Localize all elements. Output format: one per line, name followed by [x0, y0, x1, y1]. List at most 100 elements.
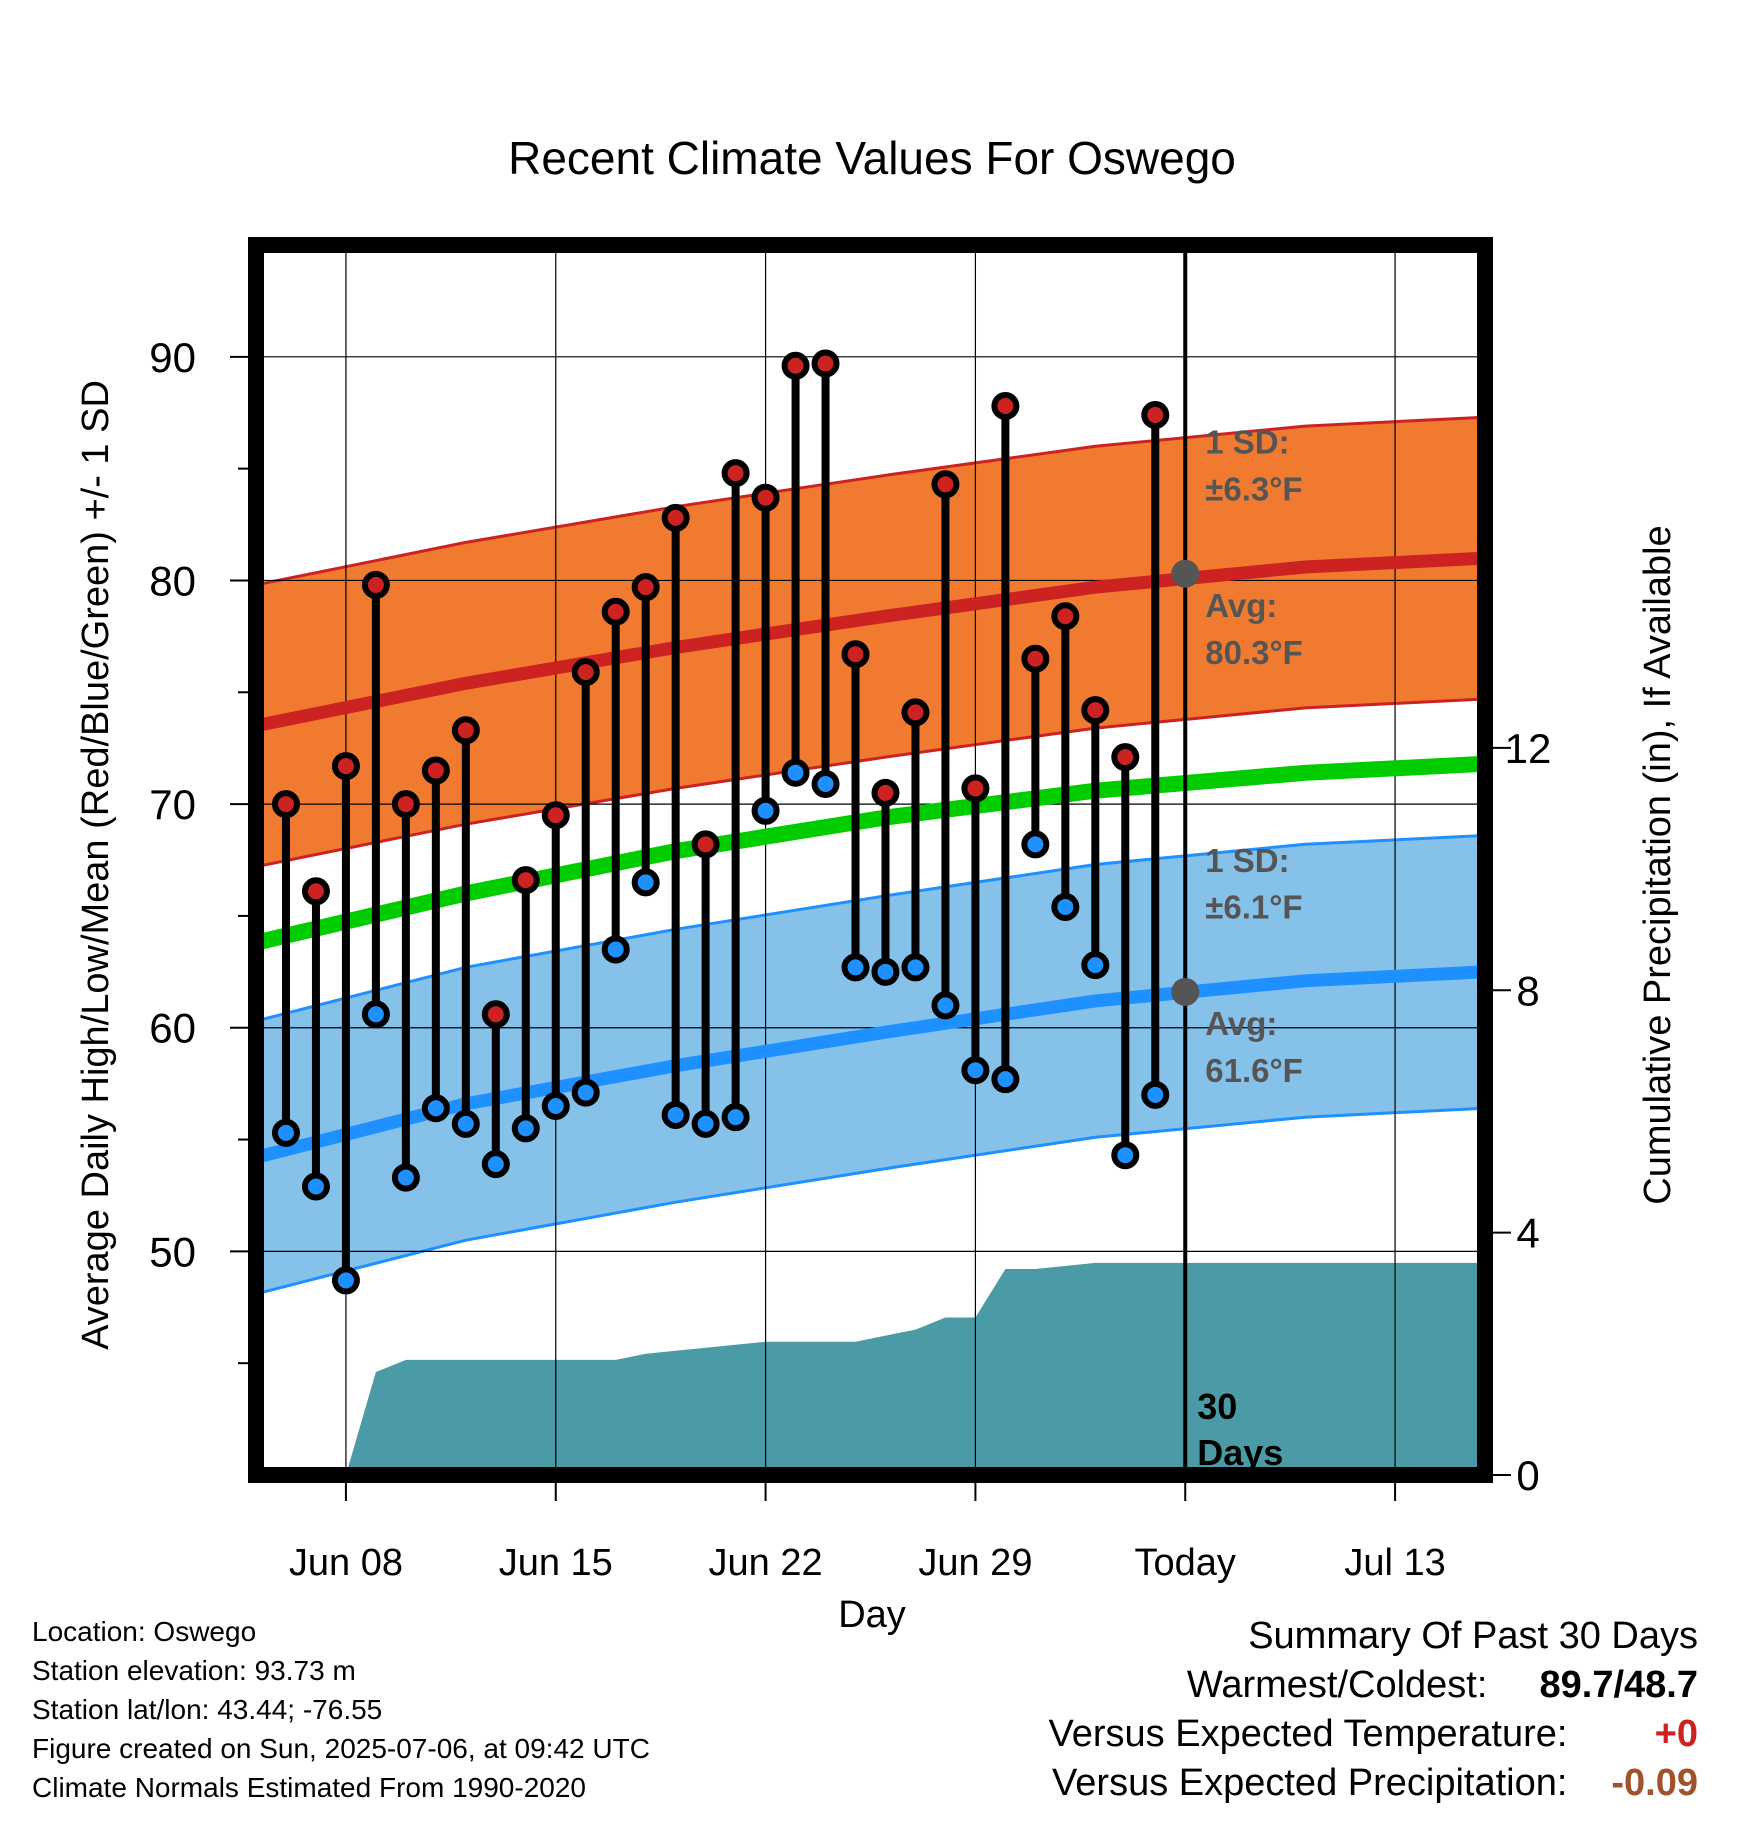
daily-high-point	[511, 866, 540, 895]
daily-high-point	[691, 830, 720, 859]
daily-high-point	[1021, 644, 1050, 673]
daily-low-point	[991, 1065, 1020, 1094]
low-sd-value: ±6.1°F	[1205, 889, 1302, 926]
daily-low-point	[721, 1103, 750, 1132]
daily-low-point	[931, 991, 960, 1020]
days-count-label: 30	[1197, 1386, 1237, 1427]
summary-precip-label: Versus Expected Precipitation:	[1052, 1762, 1568, 1804]
high-sd-label: 1 SD:	[1205, 424, 1289, 461]
daily-low-point	[631, 868, 660, 897]
daily-low-point	[1081, 951, 1110, 980]
daily-high-point	[841, 640, 870, 669]
daily-high-point	[631, 573, 660, 602]
summary-warm-cold-value: 89.7/48.7	[1539, 1664, 1698, 1706]
summary-temp-row: Versus Expected Temperature: +0	[1049, 1710, 1698, 1759]
summary-temp-value: +0	[1654, 1713, 1698, 1755]
daily-low-point	[901, 953, 930, 982]
daily-low-point	[451, 1109, 480, 1138]
summary-panel: Summary Of Past 30 Days Warmest/Coldest:…	[1049, 1612, 1698, 1808]
daily-low-point	[811, 769, 840, 798]
daily-high-point	[481, 1000, 510, 1029]
daily-low-point	[841, 953, 870, 982]
high-sd-value: ±6.3°F	[1205, 471, 1302, 508]
y-tick-label: 50	[149, 1228, 196, 1275]
y2-tick-label: 12	[1505, 725, 1552, 772]
daily-high-point	[421, 756, 450, 785]
daily-low-point	[541, 1092, 570, 1120]
daily-low-point	[481, 1150, 510, 1179]
low-avg-value: 61.6°F	[1205, 1052, 1303, 1089]
daily-low-point	[871, 957, 900, 986]
y2-tick-label: 0	[1516, 1452, 1539, 1499]
daily-low-point	[421, 1094, 450, 1123]
daily-low-point	[331, 1266, 360, 1295]
daily-low-point	[511, 1114, 540, 1143]
summary-temp-label: Versus Expected Temperature:	[1048, 1713, 1568, 1755]
y2-axis-label: Cumulative Precipitation (in), If Availa…	[1637, 525, 1679, 1204]
daily-high-point	[541, 801, 570, 830]
daily-low-point	[571, 1078, 600, 1107]
daily-high-point	[781, 351, 810, 380]
y-tick-label: 60	[149, 1005, 196, 1052]
precipitation-area	[256, 1262, 1485, 1475]
chart-title: Recent Climate Values For Oswego	[508, 132, 1236, 184]
y2-tick-label: 4	[1516, 1210, 1539, 1257]
daily-high-point	[451, 716, 480, 745]
today-low-marker	[1171, 977, 1200, 1006]
daily-low-point	[691, 1109, 720, 1138]
daily-low-point	[1051, 892, 1080, 921]
y2-tick-label: 8	[1516, 967, 1539, 1014]
summary-warm-cold-label: Warmest/Coldest:	[1186, 1664, 1488, 1706]
daily-high-point	[601, 597, 630, 626]
daily-low-point	[1111, 1141, 1140, 1170]
daily-high-point	[361, 570, 390, 599]
station-info: Location: Oswego Station elevation: 93.7…	[32, 1612, 650, 1807]
daily-low-point	[961, 1056, 990, 1085]
low-avg-label: Avg:	[1205, 1005, 1277, 1042]
x-tick-label: Jun 29	[918, 1542, 1032, 1584]
x-tick-label: Jun 22	[709, 1542, 823, 1584]
daily-high-point	[391, 790, 420, 819]
summary-title: Summary Of Past 30 Days	[1248, 1615, 1698, 1657]
x-tick-label: Jun 08	[289, 1542, 403, 1584]
today-high-marker	[1171, 559, 1200, 588]
daily-low-point	[271, 1118, 300, 1147]
daily-high-point	[961, 774, 990, 803]
x-tick-label: Jul 13	[1344, 1542, 1445, 1584]
daily-low-point	[751, 796, 780, 825]
daily-high-point	[331, 752, 360, 781]
daily-high-point	[1081, 696, 1110, 725]
high-avg-value: 80.3°F	[1205, 634, 1303, 671]
plot-frame	[248, 237, 1493, 1483]
daily-high-point	[811, 349, 840, 378]
daily-low-point	[1021, 830, 1050, 859]
daily-high-point	[661, 503, 690, 532]
daily-high-point	[301, 877, 330, 906]
y-tick-label: 90	[149, 334, 196, 381]
days-word-label: Days	[1197, 1432, 1283, 1473]
figure-created: Figure created on Sun, 2025-07-06, at 09…	[32, 1733, 650, 1764]
station-location: Location: Oswego	[32, 1616, 257, 1647]
daily-high-point	[571, 658, 600, 687]
plot-area: 1 SD: ±6.3°F Avg: 80.3°F 1 SD: ±6.1°F Avg: 61.6…	[149, 237, 1552, 1584]
daily-high-point	[931, 470, 960, 499]
summary-precip-value: -0.09	[1611, 1762, 1698, 1804]
daily-low-point	[1141, 1080, 1170, 1109]
x-tick-label: Jun 15	[499, 1542, 613, 1584]
daily-low-point	[781, 758, 810, 787]
x-axis-label: Day	[838, 1594, 906, 1636]
daily-low-point	[301, 1172, 330, 1201]
daily-low-point	[361, 1000, 390, 1029]
x-tick-label: Today	[1135, 1542, 1236, 1584]
daily-high-point	[721, 459, 750, 488]
daily-low-point	[391, 1163, 420, 1192]
daily-high-point	[1051, 602, 1080, 631]
daily-high-point	[901, 698, 930, 727]
daily-low-point	[661, 1100, 690, 1129]
daily-high-point	[1111, 743, 1140, 772]
low-sd-label: 1 SD:	[1205, 842, 1289, 879]
y-tick-label: 80	[149, 557, 196, 604]
daily-low-point	[601, 935, 630, 964]
daily-high-point	[271, 790, 300, 819]
daily-high-point	[991, 392, 1020, 421]
